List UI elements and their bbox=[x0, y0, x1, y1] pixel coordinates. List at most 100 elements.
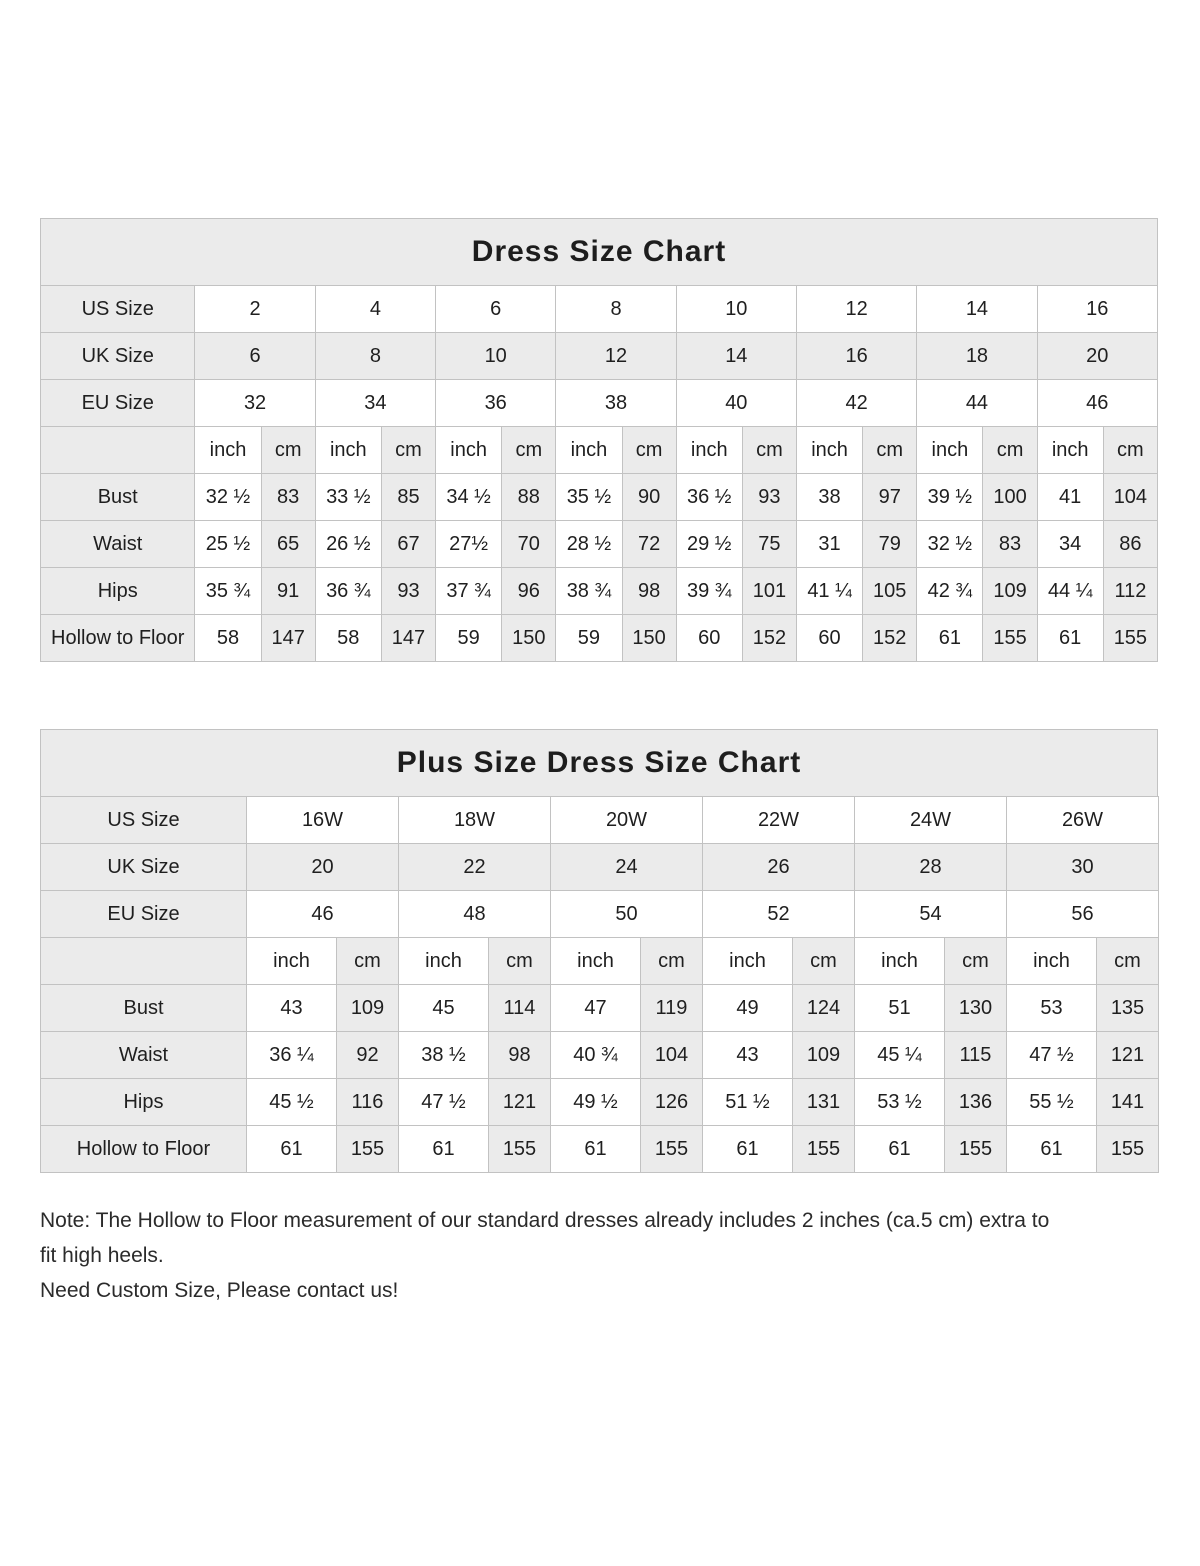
value-cm-cell: 155 bbox=[336, 1125, 399, 1173]
value-inch-cell: 37 ¾ bbox=[435, 567, 503, 615]
size-cell: 18 bbox=[916, 332, 1038, 380]
value-cm-cell: 152 bbox=[741, 614, 797, 662]
note-line-1: Note: The Hollow to Floor measurement of… bbox=[40, 1209, 1050, 1232]
measurement-row: Hollow to Floor 58 147 58 147 59 150 59 150 60 152… bbox=[39, 614, 1159, 662]
unit-inch-cell: inch bbox=[1036, 426, 1104, 474]
value-cm-cell: 155 bbox=[944, 1125, 1007, 1173]
value-inch-cell: 45 bbox=[398, 984, 489, 1032]
unit-inch-cell: inch bbox=[916, 426, 984, 474]
value-inch-cell: 61 bbox=[550, 1125, 641, 1173]
value-cm-cell: 97 bbox=[862, 473, 918, 521]
value-inch-cell: 59 bbox=[555, 614, 623, 662]
value-cm-cell: 86 bbox=[1102, 520, 1159, 568]
value-inch-cell: 61 bbox=[398, 1125, 489, 1173]
unit-header-row: inch cm inch cm inch cm inch cm inch cm inch cm inch… bbox=[39, 426, 1159, 474]
value-cm-cell: 67 bbox=[380, 520, 437, 568]
value-inch-cell: 61 bbox=[854, 1125, 945, 1173]
size-cell: 28 bbox=[854, 843, 1007, 891]
value-inch-cell: 49 ½ bbox=[550, 1078, 641, 1126]
row-label: Waist bbox=[40, 1031, 247, 1079]
unit-inch-cell: inch bbox=[550, 937, 641, 985]
value-cm-cell: 75 bbox=[741, 520, 797, 568]
value-cm-cell: 93 bbox=[741, 473, 797, 521]
value-inch-cell: 38 bbox=[795, 473, 864, 521]
value-inch-cell: 35 ½ bbox=[555, 473, 623, 521]
value-cm-cell: 100 bbox=[982, 473, 1038, 521]
value-inch-cell: 59 bbox=[435, 614, 503, 662]
value-inch-cell: 36 ½ bbox=[675, 473, 743, 521]
unit-cm-cell: cm bbox=[380, 426, 437, 474]
row-label: Hips bbox=[40, 1078, 247, 1126]
value-cm-cell: 83 bbox=[260, 473, 316, 521]
value-cm-cell: 130 bbox=[944, 984, 1007, 1032]
value-inch-cell: 33 ½ bbox=[314, 473, 382, 521]
size-cell: 18W bbox=[398, 796, 551, 844]
value-inch-cell: 61 bbox=[702, 1125, 793, 1173]
value-cm-cell: 147 bbox=[380, 614, 437, 662]
value-cm-cell: 83 bbox=[982, 520, 1038, 568]
value-cm-cell: 124 bbox=[792, 984, 855, 1032]
row-label: Bust bbox=[40, 984, 247, 1032]
unit-cm-cell: cm bbox=[982, 426, 1038, 474]
measurement-row: Waist 36 ¼ 92 38 ½ 98 40 ¾ 104 43 109 45 ¼ 115 47 ½… bbox=[40, 1031, 1159, 1079]
unit-cm-cell: cm bbox=[1096, 937, 1159, 985]
size-cell: 44 bbox=[916, 379, 1038, 427]
unit-cm-cell: cm bbox=[501, 426, 557, 474]
value-inch-cell: 25 ½ bbox=[194, 520, 262, 568]
size-row: US Size 16W 18W 20W 22W 24W 26W bbox=[40, 796, 1159, 844]
value-cm-cell: 72 bbox=[621, 520, 677, 568]
size-cell: 36 bbox=[435, 379, 557, 427]
row-label: EU Size bbox=[40, 890, 247, 938]
value-cm-cell: 98 bbox=[488, 1031, 551, 1079]
size-cell: 10 bbox=[435, 332, 557, 380]
value-inch-cell: 41 bbox=[1036, 473, 1104, 521]
unit-inch-cell: inch bbox=[795, 426, 864, 474]
value-inch-cell: 53 ½ bbox=[854, 1078, 945, 1126]
size-row: US Size 2 4 6 8 10 12 14 16 bbox=[39, 285, 1159, 333]
size-cell: 42 bbox=[795, 379, 918, 427]
value-inch-cell: 58 bbox=[194, 614, 262, 662]
value-inch-cell: 61 bbox=[1036, 614, 1104, 662]
plus-chart-title: Plus Size Dress Size Chart bbox=[40, 729, 1158, 797]
size-cell: 6 bbox=[435, 285, 557, 333]
value-cm-cell: 88 bbox=[501, 473, 557, 521]
value-cm-cell: 109 bbox=[982, 567, 1038, 615]
measurement-row: Hollow to Floor 61 155 61 155 61 155 61 155 61 155… bbox=[40, 1125, 1159, 1173]
value-cm-cell: 70 bbox=[501, 520, 557, 568]
size-cell: 54 bbox=[854, 890, 1007, 938]
value-inch-cell: 27½ bbox=[435, 520, 503, 568]
unit-inch-cell: inch bbox=[702, 937, 793, 985]
value-cm-cell: 119 bbox=[640, 984, 703, 1032]
row-label: Hollow to Floor bbox=[39, 614, 196, 662]
value-cm-cell: 155 bbox=[1102, 614, 1159, 662]
value-inch-cell: 42 ¾ bbox=[916, 567, 984, 615]
value-inch-cell: 26 ½ bbox=[314, 520, 382, 568]
value-inch-cell: 39 ¾ bbox=[675, 567, 743, 615]
value-inch-cell: 61 bbox=[916, 614, 984, 662]
standard-size-table: US Size 2 4 6 8 10 12 14 16 UK Size 6 8 10 12 14 16 18 20… bbox=[39, 285, 1159, 662]
unit-cm-cell: cm bbox=[1102, 426, 1159, 474]
value-cm-cell: 155 bbox=[488, 1125, 551, 1173]
value-inch-cell: 45 ¼ bbox=[854, 1031, 945, 1079]
unit-cm-cell: cm bbox=[488, 937, 551, 985]
value-cm-cell: 93 bbox=[380, 567, 437, 615]
row-label: Hips bbox=[39, 567, 196, 615]
size-cell: 12 bbox=[795, 285, 918, 333]
row-label: US Size bbox=[39, 285, 196, 333]
size-cell: 6 bbox=[194, 332, 316, 380]
value-cm-cell: 150 bbox=[501, 614, 557, 662]
measurement-row: Waist 25 ½ 65 26 ½ 67 27½ 70 28 ½ 72 29 ½ 75 31 79 32… bbox=[39, 520, 1159, 568]
plus-size-table: US Size 16W 18W 20W 22W 24W 26W UK Size 20 22 24 26… bbox=[40, 796, 1159, 1173]
note-text: Note: The Hollow to Floor measurement of… bbox=[40, 1203, 1158, 1308]
unit-header-row: inch cm inch cm inch cm inch cm inch cm inch cm bbox=[40, 937, 1159, 985]
value-cm-cell: 155 bbox=[1096, 1125, 1159, 1173]
value-cm-cell: 115 bbox=[944, 1031, 1007, 1079]
size-cell: 52 bbox=[702, 890, 855, 938]
value-inch-cell: 51 bbox=[854, 984, 945, 1032]
value-cm-cell: 126 bbox=[640, 1078, 703, 1126]
unit-cm-cell: cm bbox=[621, 426, 677, 474]
row-label: Waist bbox=[39, 520, 196, 568]
size-cell: 8 bbox=[314, 332, 437, 380]
value-cm-cell: 116 bbox=[336, 1078, 399, 1126]
size-cell: 12 bbox=[555, 332, 677, 380]
